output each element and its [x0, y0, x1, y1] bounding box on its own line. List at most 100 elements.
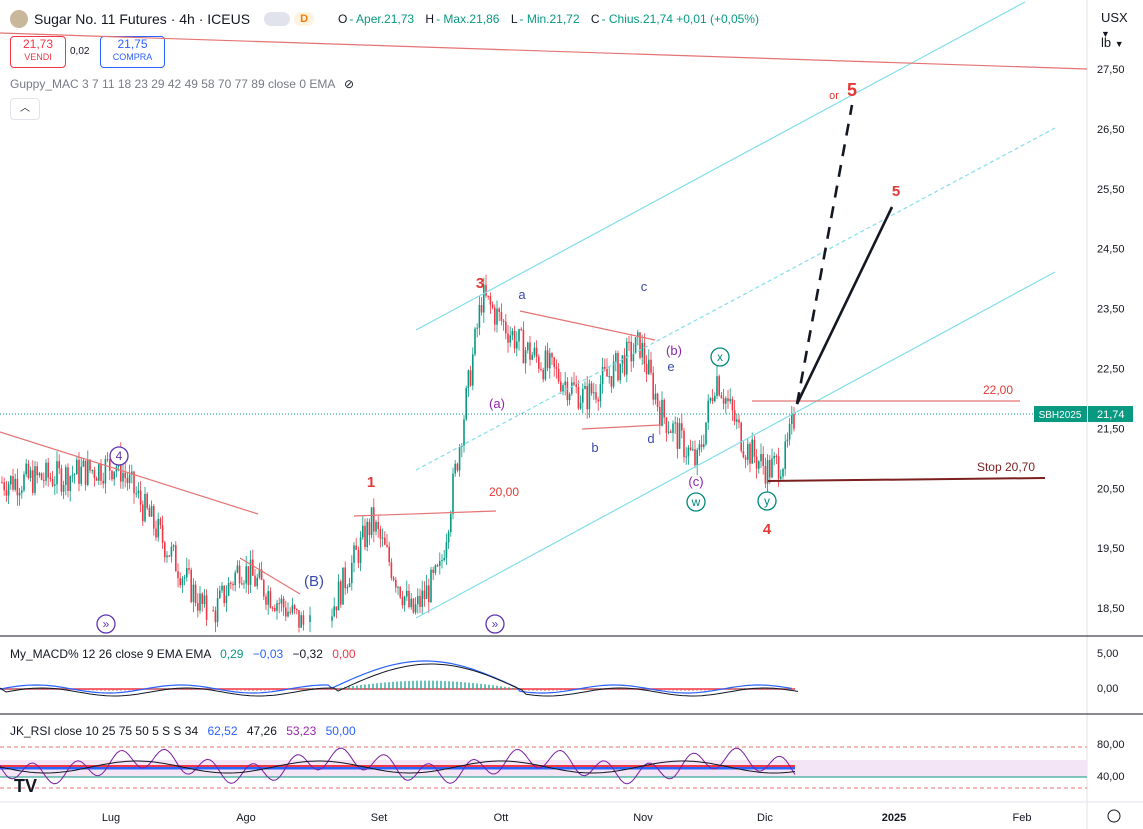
candle-body — [120, 451, 122, 482]
candle-body — [777, 456, 780, 479]
sell-button[interactable]: 21,73 VENDI — [10, 36, 66, 68]
rsi-value-1: 62,52 — [207, 724, 238, 738]
spread-value: 0,02 — [70, 46, 90, 57]
candle-body — [153, 506, 155, 529]
candle-body — [47, 462, 49, 478]
time-tick-label: Dic — [757, 812, 773, 824]
macd-histogram-bar — [668, 689, 670, 691]
eye-hidden-icon[interactable]: ⊘ — [344, 77, 355, 91]
candle-body — [370, 507, 373, 536]
candle-body — [551, 353, 553, 358]
candle-body — [285, 607, 287, 617]
macd-histogram-bar — [64, 688, 66, 690]
wave-label-y: y — [764, 494, 770, 508]
candle-body — [656, 393, 659, 407]
macd-histogram-bar — [620, 687, 622, 690]
candle-body — [236, 565, 239, 573]
macd-histogram-bar — [84, 689, 86, 691]
wave-label-a: a — [518, 287, 526, 302]
macd-histogram-bar — [80, 689, 82, 690]
candle-body — [43, 479, 45, 481]
candle-body — [654, 393, 657, 400]
macd-histogram-bar — [436, 680, 438, 690]
wave-label-x: x — [717, 350, 723, 364]
candle-body — [476, 327, 478, 329]
projection-line-solid — [795, 206, 894, 405]
candle-body — [692, 449, 694, 451]
candle-body — [430, 569, 432, 603]
wave-label-3: 3 — [476, 275, 484, 292]
wave-label-4: 4 — [763, 521, 772, 538]
candle-body — [199, 593, 201, 611]
projection-line-dashed — [795, 104, 854, 405]
price-tick-label: 24,50 — [1097, 244, 1125, 256]
candle-body — [21, 490, 23, 493]
candle-body — [632, 353, 635, 362]
price-tick-label: 23,50 — [1097, 304, 1125, 316]
macd-histogram-bar — [616, 687, 618, 690]
rsi-indicator-legend[interactable]: JK_RSI close 10 25 75 50 5 S S 34 62,52 … — [10, 724, 356, 738]
macd-histogram-bar — [224, 689, 226, 690]
candle-body — [557, 368, 560, 382]
collapse-legend-button[interactable]: ︿ — [10, 98, 40, 120]
candle-body — [16, 478, 19, 496]
candle-body — [386, 544, 388, 547]
candle-body — [76, 459, 78, 475]
candle-body — [258, 569, 261, 578]
sell-label: VENDI — [24, 52, 52, 62]
candle-body — [384, 537, 386, 545]
candle-body — [280, 598, 283, 604]
currency-selector[interactable]: USX ▼ — [1101, 10, 1135, 40]
currency-label: USX — [1101, 10, 1128, 25]
macd-tick-label: 0,00 — [1097, 683, 1118, 695]
candle-body — [38, 473, 41, 476]
macd-histogram-bar — [732, 688, 734, 690]
candle-body — [579, 402, 582, 409]
candle-body — [489, 296, 492, 305]
candle-body — [524, 350, 527, 364]
macd-histogram-bar — [640, 688, 642, 690]
price-tick-label: 20,50 — [1097, 483, 1125, 495]
candle-body — [619, 363, 621, 381]
settings-gear-icon[interactable] — [1107, 809, 1121, 823]
candle-body — [256, 577, 258, 587]
candle-body — [309, 615, 311, 623]
candle-body — [166, 555, 168, 558]
macd-histogram-bar — [704, 689, 706, 691]
macd-histogram-bar — [432, 680, 434, 690]
rsi-tick-label: 40,00 — [1097, 771, 1125, 783]
symbol-title[interactable]: Sugar No. 11 Futures · 4h · ICEUS — [34, 11, 251, 27]
macd-indicator-legend[interactable]: My_MACD% 12 26 close 9 EMA EMA 0,29 −0,0… — [10, 647, 356, 661]
candle-body — [346, 587, 349, 589]
candle-body — [40, 473, 43, 480]
unit-selector[interactable]: lb ▼ — [1101, 35, 1135, 50]
macd-histogram-bar — [624, 687, 626, 690]
triangle-upper-line — [519, 310, 656, 341]
candle-body — [469, 370, 472, 386]
macd-histogram-bar — [496, 685, 498, 690]
macd-histogram-bar — [792, 688, 794, 690]
candle-body — [564, 381, 566, 386]
channel-mid-line — [415, 127, 1056, 471]
macd-histogram-bar — [8, 688, 10, 690]
candle-body — [575, 384, 577, 387]
delayed-badge[interactable]: D — [294, 12, 315, 26]
candle-body — [417, 595, 419, 605]
candle-body — [392, 577, 395, 580]
candle-body — [456, 463, 459, 471]
candle-body — [604, 366, 606, 369]
macd-histogram-bar — [456, 681, 458, 690]
macd-histogram-bar — [560, 689, 562, 691]
candle-body — [289, 611, 291, 613]
buy-button[interactable]: 21,75 COMPRA — [100, 36, 165, 68]
buy-label: COMPRA — [112, 52, 153, 62]
candle-body — [183, 577, 186, 579]
candle-body — [593, 392, 595, 394]
wave-label-y-circle — [757, 491, 777, 511]
candle-body — [216, 598, 219, 623]
guppy-indicator-legend[interactable]: Guppy_MAC 3 7 11 18 23 29 42 49 58 70 77… — [10, 77, 354, 91]
candle-body — [155, 528, 157, 538]
candle-body — [126, 477, 129, 484]
macd-histogram-bar — [460, 681, 462, 690]
